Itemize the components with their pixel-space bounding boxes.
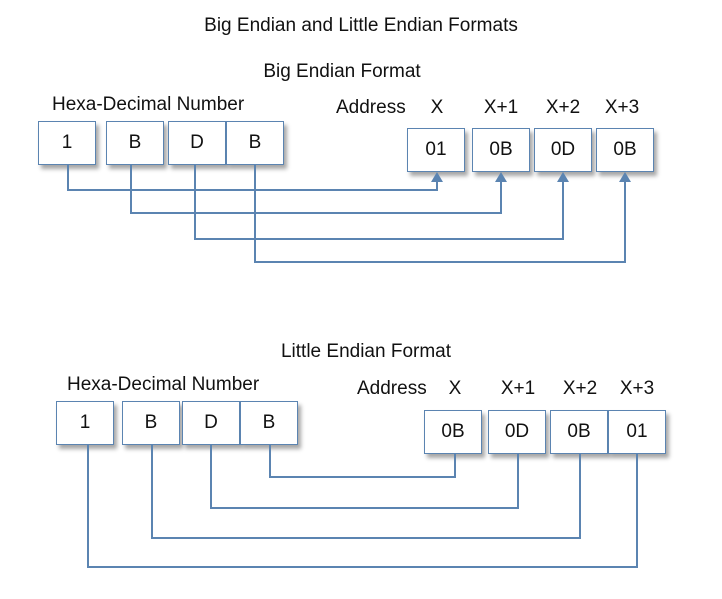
little-memory-box: 0B xyxy=(550,410,608,454)
big-digit-value: D xyxy=(190,132,204,153)
little-memory-value: 0B xyxy=(567,421,591,442)
little-memory-box: 0B xyxy=(424,410,482,454)
little-digit-box: D xyxy=(182,401,240,445)
big-memory-value: 0B xyxy=(613,139,637,160)
big-digit-box: B xyxy=(106,121,164,165)
big-number-label: Hexa-Decimal Number xyxy=(52,94,245,115)
little-wire-0 xyxy=(87,445,638,568)
big-wire-0 xyxy=(67,165,438,191)
big-memory-value: 0B xyxy=(489,139,513,160)
little-digit-box: 1 xyxy=(56,401,114,445)
little-address-col-3: X+3 xyxy=(619,378,655,399)
big-memory-value: 01 xyxy=(425,139,447,160)
big-wire-2 xyxy=(194,165,564,240)
little-digit-box: B xyxy=(122,401,180,445)
big-digit-box: 1 xyxy=(38,121,96,165)
little-digit-box: B xyxy=(240,401,298,445)
little-wire-3 xyxy=(269,445,456,478)
big-address-col-0: X xyxy=(430,97,444,118)
little-memory-value: 0D xyxy=(504,421,530,442)
big-memory-box: 0D xyxy=(534,128,592,172)
big-memory-value: 0D xyxy=(550,139,576,160)
big-wire-3 xyxy=(254,165,626,263)
little-memory-value: 01 xyxy=(626,421,648,442)
little-memory-value: 0B xyxy=(441,421,465,442)
little-address-label: Address xyxy=(357,378,427,399)
little-digit-value: B xyxy=(262,412,276,433)
little-wire-1 xyxy=(151,445,581,539)
big-memory-box: 0B xyxy=(472,128,530,172)
little-digit-value: B xyxy=(144,412,158,433)
little-digit-value: 1 xyxy=(79,412,91,433)
big-wire-1 xyxy=(130,165,502,214)
little-address-col-0: X xyxy=(448,378,462,399)
little-number-label: Hexa-Decimal Number xyxy=(67,374,260,395)
big-digit-value: 1 xyxy=(61,132,73,153)
little-endian-heading: Little Endian Format xyxy=(280,341,452,362)
big-arrowhead-2 xyxy=(557,172,569,182)
little-address-col-2: X+2 xyxy=(562,378,598,399)
big-digit-box: B xyxy=(226,121,284,165)
big-arrowhead-3 xyxy=(619,172,631,182)
big-arrowhead-1 xyxy=(495,172,507,182)
big-memory-box: 0B xyxy=(596,128,654,172)
big-address-col-2: X+2 xyxy=(545,97,581,118)
big-address-col-1: X+1 xyxy=(483,97,519,118)
big-endian-heading: Big Endian Format xyxy=(263,61,421,82)
big-digit-box: D xyxy=(168,121,226,165)
big-memory-box: 01 xyxy=(407,128,465,172)
little-memory-box: 01 xyxy=(608,410,666,454)
big-digit-value: B xyxy=(128,132,142,153)
little-address-col-1: X+1 xyxy=(500,378,536,399)
big-address-col-3: X+3 xyxy=(604,97,640,118)
big-address-label: Address xyxy=(336,97,406,118)
little-wire-2 xyxy=(210,445,519,509)
little-digit-value: D xyxy=(204,412,218,433)
big-arrowhead-0 xyxy=(431,172,443,182)
diagram-title: Big Endian and Little Endian Formats xyxy=(204,15,518,36)
big-digit-value: B xyxy=(248,132,262,153)
little-memory-box: 0D xyxy=(488,410,546,454)
